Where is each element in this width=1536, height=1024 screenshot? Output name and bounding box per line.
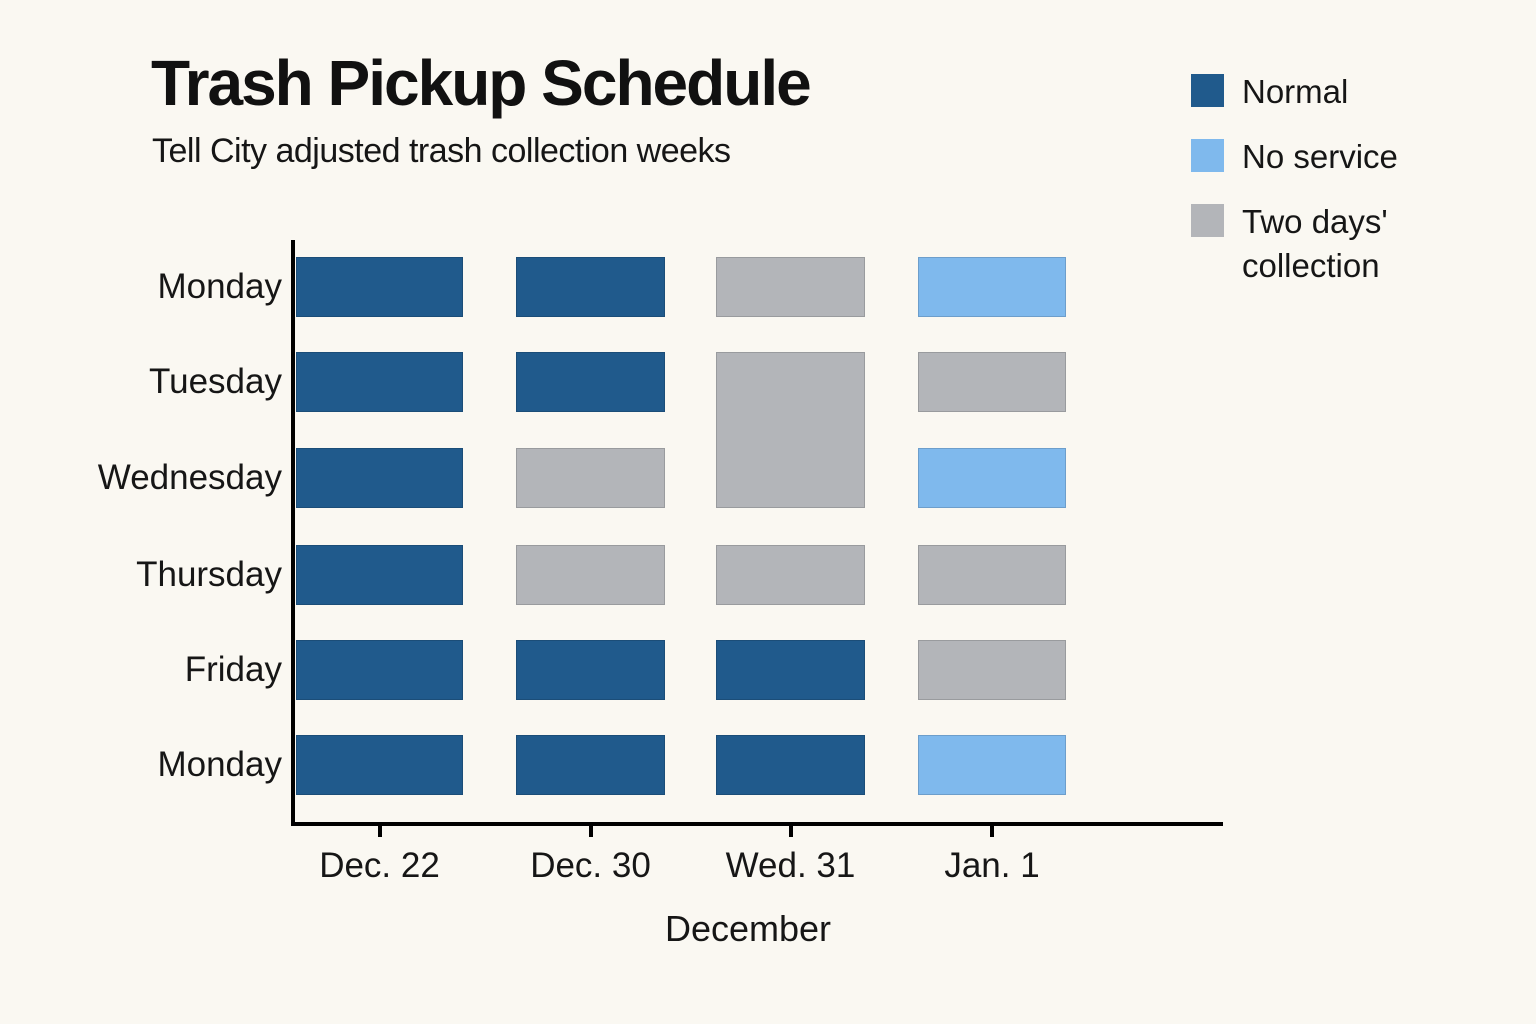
y-axis-label: Thursday <box>136 555 282 594</box>
schedule-cell-normal <box>516 640 665 700</box>
legend-swatch-no_service <box>1191 138 1224 172</box>
x-axis-tick <box>377 826 382 837</box>
schedule-cell-normal <box>296 257 463 317</box>
schedule-cell-two_days <box>918 545 1066 605</box>
legend-item-two_days: Two days' collection <box>1191 203 1462 288</box>
x-axis-tick <box>588 826 593 837</box>
schedule-cell-normal <box>716 735 865 795</box>
schedule-cell-two_days <box>918 352 1066 412</box>
y-axis-label: Wednesday <box>97 458 282 497</box>
legend-item-normal: Normal <box>1191 73 1462 114</box>
schedule-cell-two_days <box>918 640 1066 700</box>
schedule-cell-two_days <box>716 352 865 508</box>
x-axis-tick <box>788 826 793 837</box>
y-axis-label: Monday <box>157 745 282 784</box>
x-axis-tick <box>990 826 994 837</box>
schedule-cell-normal <box>296 640 463 700</box>
y-axis-line <box>291 240 295 826</box>
legend-label: No service <box>1242 137 1398 175</box>
schedule-cell-normal <box>516 257 665 317</box>
schedule-cell-two_days <box>516 448 665 508</box>
x-axis-tick-label: Dec. 30 <box>530 846 651 885</box>
schedule-cell-normal <box>516 735 665 795</box>
legend-swatch-normal <box>1191 74 1224 107</box>
schedule-cell-normal <box>296 448 463 508</box>
schedule-cell-normal <box>716 640 865 700</box>
schedule-cell-normal <box>296 352 463 412</box>
legend-swatch-two_days <box>1191 203 1224 237</box>
legend-label: Normal <box>1242 73 1349 110</box>
schedule-cell-normal <box>296 545 463 605</box>
x-axis-title: December <box>664 908 832 949</box>
chart-subtitle: Tell City adjusted trash collection week… <box>152 132 731 170</box>
schedule-cell-two_days <box>716 257 865 317</box>
schedule-cell-normal <box>516 352 665 412</box>
legend-item-no_service: No service <box>1191 138 1462 179</box>
x-axis-tick-label: Jan. 1 <box>944 846 1040 885</box>
legend-label: Two days' collection <box>1242 202 1388 284</box>
schedule-cell-no_service <box>918 257 1066 317</box>
x-axis-tick-label: Dec. 22 <box>319 846 440 885</box>
x-axis-line <box>291 822 1223 826</box>
y-axis-label: Monday <box>157 267 282 306</box>
chart-title: Trash Pickup Schedule <box>151 47 812 119</box>
x-axis-tick-label: Wed. 31 <box>725 846 856 885</box>
schedule-cell-no_service <box>918 448 1066 508</box>
y-axis-label: Tuesday <box>149 362 282 401</box>
schedule-cell-no_service <box>918 735 1066 795</box>
schedule-cell-two_days <box>516 545 665 605</box>
y-axis-label: Friday <box>184 650 282 689</box>
legend: Normal No service Two days' collection <box>1191 73 1462 288</box>
schedule-cell-normal <box>296 735 463 795</box>
schedule-cell-two_days <box>716 545 865 605</box>
